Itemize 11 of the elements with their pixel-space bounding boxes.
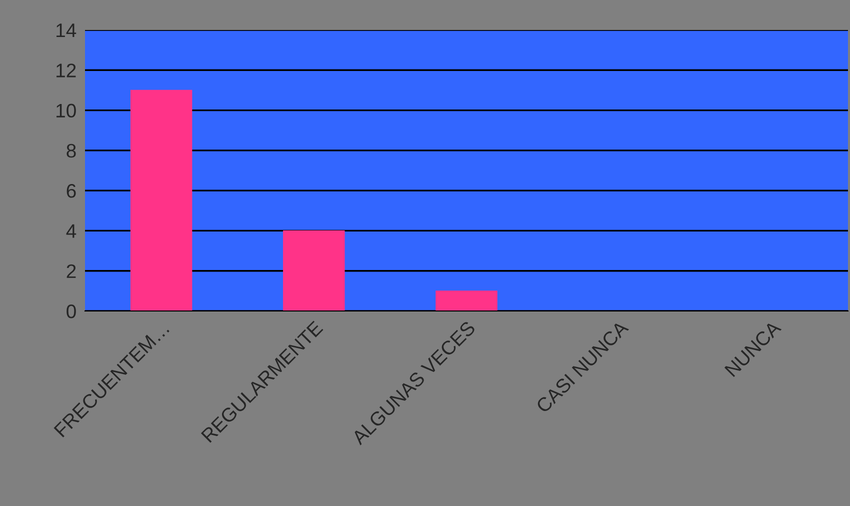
bar — [130, 90, 192, 311]
y-tick-label: 14 — [56, 24, 76, 38]
y-tick-label: 2 — [66, 264, 76, 278]
y-tick-label: 12 — [56, 64, 76, 78]
y-tick-label: 0 — [66, 304, 76, 318]
y-tick-label: 8 — [66, 144, 76, 158]
y-tick-label: 4 — [66, 224, 76, 238]
bar — [283, 230, 345, 311]
y-tick-label: 10 — [56, 104, 76, 118]
y-tick-label: 6 — [66, 184, 76, 198]
bar — [436, 290, 498, 311]
